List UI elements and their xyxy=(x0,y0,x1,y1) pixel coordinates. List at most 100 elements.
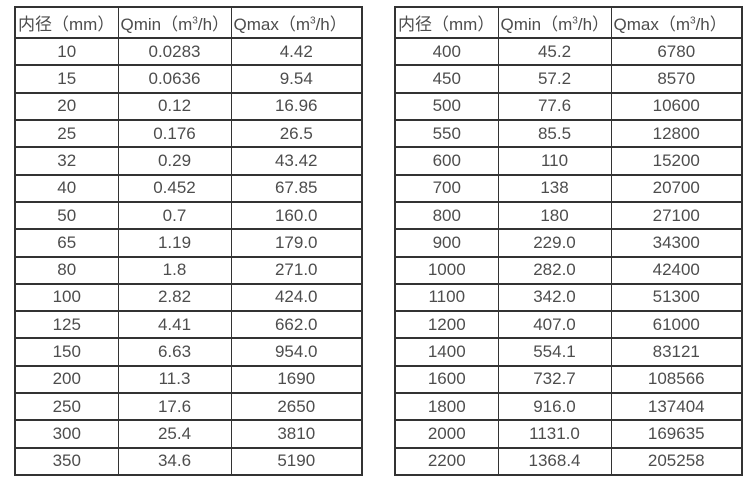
inner-diameter-cell: 125 xyxy=(14,310,119,340)
header-qmin-text: Qmin（m xyxy=(500,15,573,34)
header-inner-diameter: 内径（mm） xyxy=(394,6,499,39)
table-row: 1100 342.0 51300 xyxy=(394,282,743,313)
table-row: 15 0.0636 9.54 xyxy=(14,64,363,94)
qmax-cell: 424.0 xyxy=(230,282,363,313)
qmax-cell: 42400 xyxy=(610,255,743,285)
inner-diameter-cell: 700 xyxy=(394,173,499,203)
qmax-cell: 4.42 xyxy=(230,36,363,67)
inner-diameter-cell: 65 xyxy=(14,228,119,258)
header-qmax-text: Qmax（m xyxy=(233,15,311,34)
table-row: 250 17.6 2650 xyxy=(14,392,363,422)
header-qmin-post: /h） xyxy=(577,15,610,34)
table-row: 25 0.176 26.5 xyxy=(14,118,363,149)
table-row: 50 0.7 160.0 xyxy=(14,200,363,231)
qmin-cell: 0.452 xyxy=(117,173,232,203)
qmin-cell: 1.19 xyxy=(117,228,232,258)
qmax-cell: 10600 xyxy=(610,91,743,121)
qmin-cell: 0.0283 xyxy=(117,36,232,67)
qmax-cell: 160.0 xyxy=(230,200,363,231)
header-qmin-text: Qmin（m xyxy=(120,15,193,34)
header-qmax-text: Qmax（m xyxy=(613,15,691,34)
qmin-cell: 1131.0 xyxy=(497,419,612,449)
qmin-cell: 77.6 xyxy=(497,91,612,121)
qmax-cell: 26.5 xyxy=(230,118,363,149)
table-body: 400 45.2 6780 450 57.2 8570 500 77.6 10600 550 85.… xyxy=(394,36,743,477)
inner-diameter-cell: 400 xyxy=(394,36,499,67)
qmin-cell: 85.5 xyxy=(497,118,612,149)
table-row: 2200 1368.4 205258 xyxy=(394,446,743,477)
table-row: 125 4.41 662.0 xyxy=(14,310,363,340)
header-inner-diameter-text: 内径（mm） xyxy=(18,15,115,34)
flow-table-small-diameters: 内径（mm） Qmin（m3/h） Qmax（m3/h） 10 0.0283 4.4… xyxy=(14,6,363,477)
qmin-cell: 342.0 xyxy=(497,282,612,313)
qmax-cell: 43.42 xyxy=(230,146,363,176)
qmax-cell: 6780 xyxy=(610,36,743,67)
table-row: 40 0.452 67.85 xyxy=(14,173,363,203)
qmax-cell: 1690 xyxy=(230,364,363,395)
qmax-cell: 205258 xyxy=(610,446,743,477)
inner-diameter-cell: 1600 xyxy=(394,364,499,395)
table-row: 350 34.6 5190 xyxy=(14,446,363,477)
header-inner-diameter: 内径（mm） xyxy=(14,6,119,39)
header-qmax-sup: 3 xyxy=(310,15,316,27)
qmax-cell: 2650 xyxy=(230,392,363,422)
qmax-cell: 20700 xyxy=(610,173,743,203)
inner-diameter-cell: 600 xyxy=(394,146,499,176)
table-row: 10 0.0283 4.42 xyxy=(14,36,363,67)
qmax-cell: 169635 xyxy=(610,419,743,449)
header-row: 内径（mm） Qmin（m3/h） Qmax（m3/h） xyxy=(394,6,743,39)
qmin-cell: 25.4 xyxy=(117,419,232,449)
qmax-cell: 16.96 xyxy=(230,91,363,121)
table-header-row: 内径（mm） Qmin（m3/h） Qmax（m3/h） xyxy=(394,6,743,39)
table-row: 32 0.29 43.42 xyxy=(14,146,363,176)
inner-diameter-cell: 20 xyxy=(14,91,119,121)
table-body: 10 0.0283 4.42 15 0.0636 9.54 20 0.12 16.96 25 0.1… xyxy=(14,36,363,477)
inner-diameter-cell: 1200 xyxy=(394,310,499,340)
inner-diameter-cell: 100 xyxy=(14,282,119,313)
table-row: 800 180 27100 xyxy=(394,200,743,231)
inner-diameter-cell: 900 xyxy=(394,228,499,258)
inner-diameter-cell: 350 xyxy=(14,446,119,477)
inner-diameter-cell: 25 xyxy=(14,118,119,149)
table-row: 200 11.3 1690 xyxy=(14,364,363,395)
qmin-cell: 0.0636 xyxy=(117,64,232,94)
inner-diameter-cell: 1800 xyxy=(394,392,499,422)
table-row: 2000 1131.0 169635 xyxy=(394,419,743,449)
qmin-cell: 2.82 xyxy=(117,282,232,313)
header-qmin-sup: 3 xyxy=(192,15,198,27)
header-qmax: Qmax（m3/h） xyxy=(230,6,363,39)
inner-diameter-cell: 2000 xyxy=(394,419,499,449)
qmin-cell: 0.29 xyxy=(117,146,232,176)
table-row: 80 1.8 271.0 xyxy=(14,255,363,285)
qmax-cell: 9.54 xyxy=(230,64,363,94)
qmax-cell: 5190 xyxy=(230,446,363,477)
qmax-cell: 8570 xyxy=(610,64,743,94)
table-row: 500 77.6 10600 xyxy=(394,91,743,121)
qmax-cell: 108566 xyxy=(610,364,743,395)
qmin-cell: 407.0 xyxy=(497,310,612,340)
qmax-cell: 954.0 xyxy=(230,337,363,367)
qmax-cell: 15200 xyxy=(610,146,743,176)
inner-diameter-cell: 500 xyxy=(394,91,499,121)
qmin-cell: 34.6 xyxy=(117,446,232,477)
qmin-cell: 45.2 xyxy=(497,36,612,67)
qmin-cell: 110 xyxy=(497,146,612,176)
inner-diameter-cell: 40 xyxy=(14,173,119,203)
header-qmax-sup: 3 xyxy=(690,15,696,27)
inner-diameter-cell: 50 xyxy=(14,200,119,231)
inner-diameter-cell: 450 xyxy=(394,64,499,94)
qmin-cell: 554.1 xyxy=(497,337,612,367)
header-inner-diameter-text: 内径（mm） xyxy=(398,15,495,34)
header-qmin: Qmin（m3/h） xyxy=(117,6,232,39)
header-qmax-post: /h） xyxy=(315,15,347,34)
inner-diameter-cell: 800 xyxy=(394,200,499,231)
inner-diameter-cell: 550 xyxy=(394,118,499,149)
qmin-cell: 282.0 xyxy=(497,255,612,285)
qmin-cell: 180 xyxy=(497,200,612,231)
table-row: 100 2.82 424.0 xyxy=(14,282,363,313)
inner-diameter-cell: 2200 xyxy=(394,446,499,477)
qmax-cell: 137404 xyxy=(610,392,743,422)
inner-diameter-cell: 15 xyxy=(14,64,119,94)
flow-table-large-diameters: 内径（mm） Qmin（m3/h） Qmax（m3/h） 400 45.2 6780… xyxy=(394,6,743,477)
table-row: 600 110 15200 xyxy=(394,146,743,176)
